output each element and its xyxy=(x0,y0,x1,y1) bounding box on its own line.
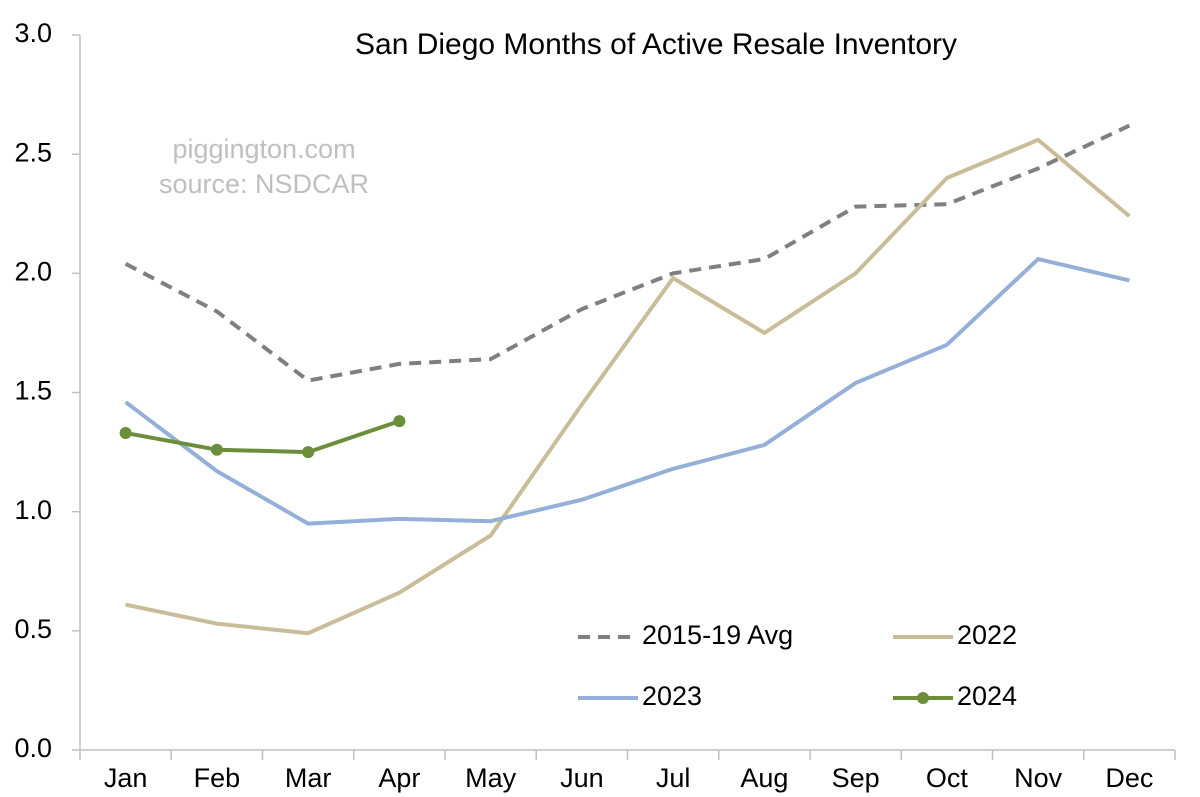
y-tick-label: 1.0 xyxy=(14,495,52,525)
source-note: source: NSDCAR xyxy=(159,169,369,199)
legend-label: 2022 xyxy=(957,620,1017,650)
y-tick-label: 0.5 xyxy=(14,614,52,644)
x-tick-label: Jul xyxy=(656,763,691,793)
watermark: piggington.com xyxy=(172,134,355,164)
x-tick-label: Sep xyxy=(832,763,880,793)
series-marker xyxy=(302,446,315,459)
series-line xyxy=(125,137,1131,636)
chart-title: San Diego Months of Active Resale Invent… xyxy=(355,28,957,61)
series-marker xyxy=(119,427,132,440)
x-tick-label: Dec xyxy=(1105,763,1153,793)
series-marker xyxy=(393,415,406,428)
series-line xyxy=(124,123,1131,383)
x-tick-label: Oct xyxy=(926,763,969,793)
series-line xyxy=(124,257,1130,526)
x-tick-label: Apr xyxy=(378,763,420,793)
x-tick-label: Nov xyxy=(1014,763,1063,793)
x-tick-label: Mar xyxy=(285,763,332,793)
x-tick-label: May xyxy=(465,763,517,793)
y-tick-label: 2.5 xyxy=(14,137,52,167)
y-tick-label: 2.0 xyxy=(14,256,52,286)
y-tick-label: 3.0 xyxy=(14,18,52,48)
series-line xyxy=(125,419,401,455)
legend-marker xyxy=(917,692,929,704)
y-tick-label: 1.5 xyxy=(14,376,52,406)
x-tick-label: Aug xyxy=(740,763,788,793)
series-marker xyxy=(210,443,223,456)
legend-label: 2015-19 Avg xyxy=(642,620,793,650)
x-tick-label: Jun xyxy=(560,763,604,793)
x-tick-label: Feb xyxy=(194,763,241,793)
legend-label: 2024 xyxy=(957,681,1017,711)
x-tick-label: Jan xyxy=(104,763,148,793)
y-tick-label: 0.0 xyxy=(14,733,52,763)
legend-label: 2023 xyxy=(642,681,702,711)
